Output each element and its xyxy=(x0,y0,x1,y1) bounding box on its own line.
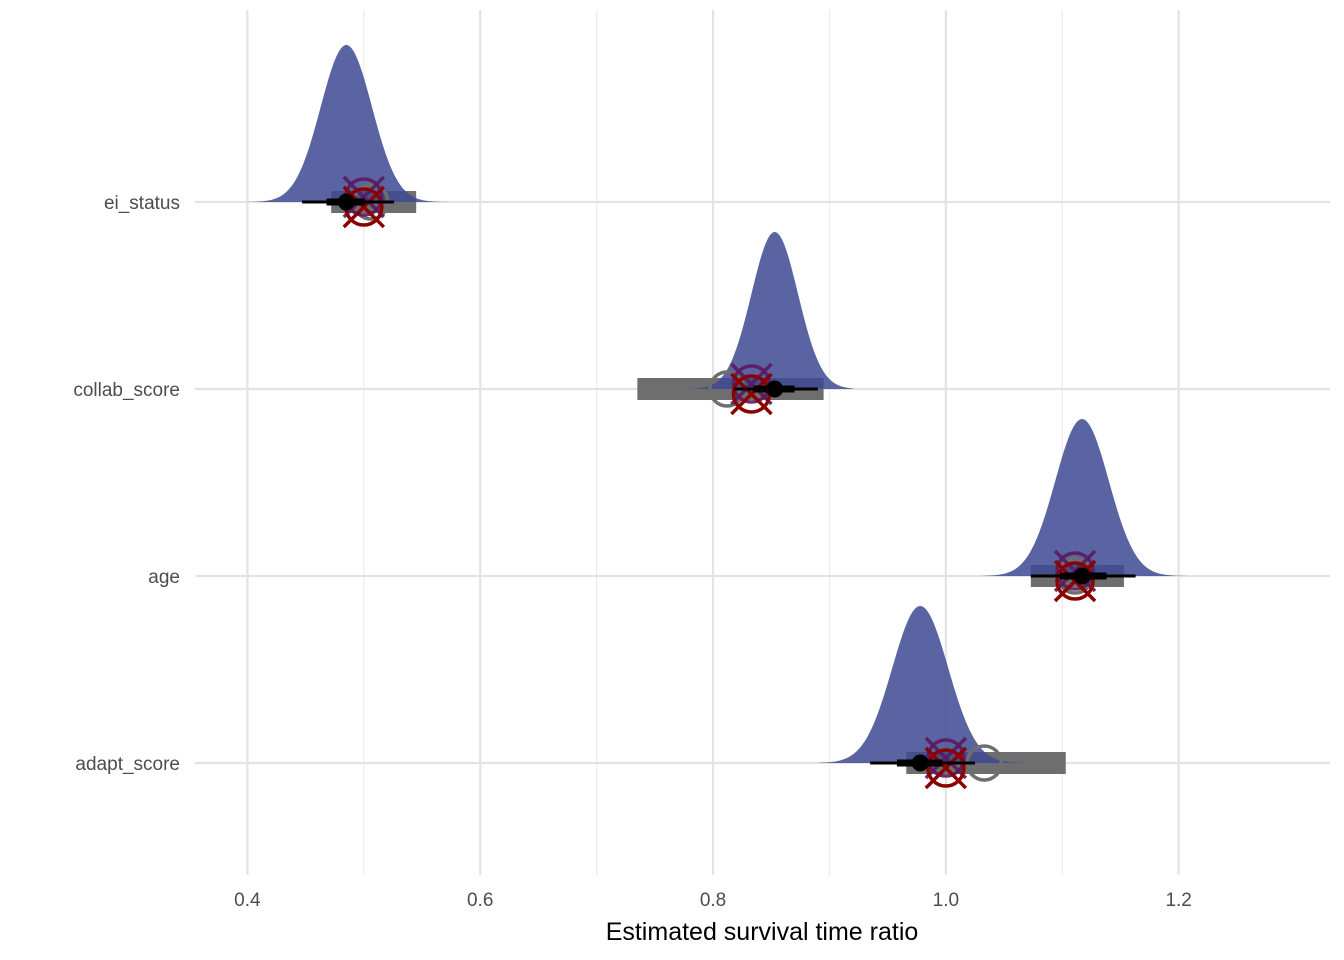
posterior-median-point xyxy=(911,754,929,772)
row-ei_status xyxy=(247,45,457,229)
true-value-cross xyxy=(730,372,773,416)
posterior-density xyxy=(817,606,1039,763)
row-collab_score xyxy=(637,232,853,416)
posterior-median-point xyxy=(766,380,784,398)
true-value-marker xyxy=(926,748,966,788)
posterior-density xyxy=(980,419,1202,576)
posterior-density xyxy=(247,45,457,202)
row-age xyxy=(980,419,1202,603)
x-tick-label: 0.6 xyxy=(467,890,493,911)
true-value-cross xyxy=(1053,559,1097,603)
posterior-density xyxy=(689,232,853,389)
prior-mean-cross xyxy=(342,175,386,219)
y-tick-label: age xyxy=(148,567,180,588)
x-tick-label: 0.4 xyxy=(234,890,261,911)
posterior-median-point xyxy=(337,193,355,211)
grid-lines xyxy=(195,10,1330,875)
prior-mean-marker xyxy=(926,738,966,778)
true-value-cross xyxy=(924,746,968,790)
true-value-cross xyxy=(342,185,386,229)
row-adapt_score xyxy=(817,606,1066,790)
y-tick-label: adapt_score xyxy=(75,754,180,775)
prior-mean-cross xyxy=(924,736,968,780)
x-tick-label: 1.0 xyxy=(933,890,959,911)
x-tick-labels: 0.4 0.6 0.8 1.0 1.2 xyxy=(234,890,1192,911)
prior-mean-cross xyxy=(730,362,773,406)
x-tick-label: 1.2 xyxy=(1165,890,1191,911)
prior-mean-cross xyxy=(1053,549,1097,593)
y-tick-label: ei_status xyxy=(104,193,180,214)
prior-mean-marker xyxy=(1055,551,1095,591)
true-value-marker xyxy=(1055,561,1095,601)
plot-marks xyxy=(247,45,1202,790)
x-axis-title: Estimated survival time ratio xyxy=(606,918,919,946)
x-tick-label: 0.8 xyxy=(700,890,726,911)
y-tick-label: collab_score xyxy=(73,380,180,401)
posterior-median-point xyxy=(1073,567,1091,585)
